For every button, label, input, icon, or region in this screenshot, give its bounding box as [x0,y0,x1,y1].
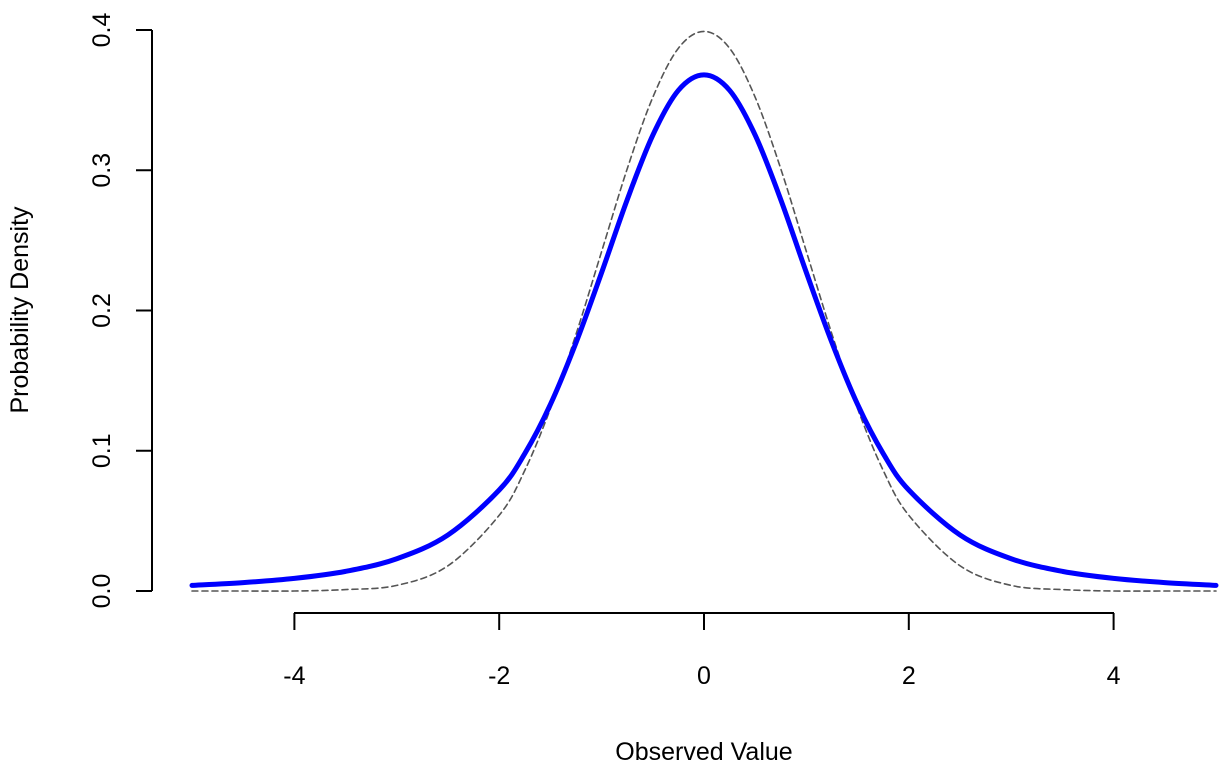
y-tick-label: 0.2 [88,293,116,328]
series-line-dashed [191,30,1217,592]
y-tick-label: 0.4 [88,13,116,48]
y-axis-label: Probability Density [6,206,34,414]
x-tick-label: -2 [488,662,510,690]
x-tick-label: 2 [902,662,916,690]
y-tick-label: 0.0 [88,574,116,609]
y-tick-label: 0.3 [88,153,116,188]
y-ticks: 0.0 0.1 0.2 0.3 0.4 [88,13,152,609]
x-axis-label: Observed Value [615,738,792,766]
x-tick-label: 4 [1107,662,1121,690]
series-line-solid [189,72,1219,588]
x-tick-label: -4 [283,662,305,690]
x-tick-label: 0 [697,662,711,690]
y-tick-label: 0.1 [88,433,116,468]
x-ticks: -4 -2 0 2 4 [283,613,1121,690]
plot-lines [189,30,1219,592]
